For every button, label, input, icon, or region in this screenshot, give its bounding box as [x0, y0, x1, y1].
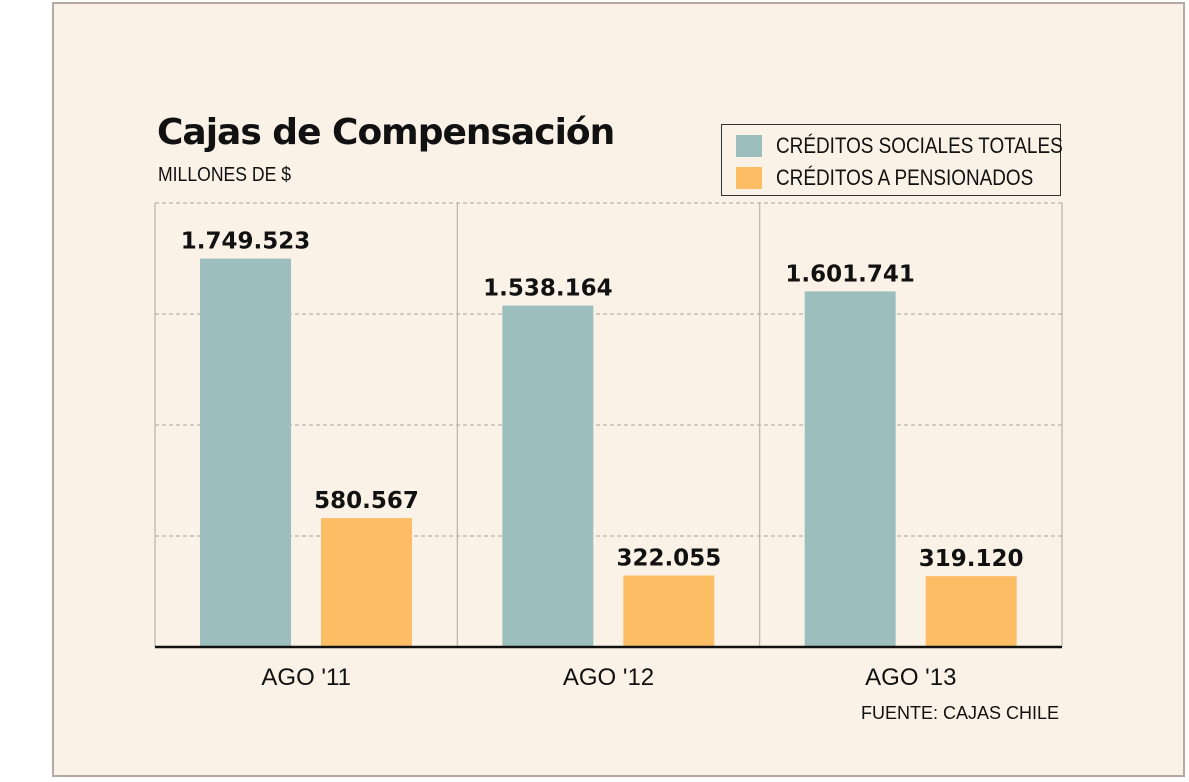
source-note: FUENTE: CAJAS CHILE: [860, 703, 1059, 723]
legend: CRÉDITOS SOCIALES TOTALES CRÉDITOS A PEN…: [721, 124, 1063, 196]
bar-pensionados: [321, 518, 412, 647]
bar-totales: [200, 258, 291, 647]
legend-swatch-pensionados: [736, 167, 762, 189]
legend-item-pensionados: CRÉDITOS A PENSIONADOS: [736, 165, 1075, 191]
bar-pensionados: [623, 575, 715, 647]
x-tick-label: AGO '12: [563, 664, 654, 691]
value-label: 319.120: [919, 546, 1024, 572]
bar-totales: [804, 291, 896, 647]
legend-item-totales: CRÉDITOS SOCIALES TOTALES: [736, 133, 1109, 159]
bar-pensionados: [925, 576, 1017, 647]
value-label: 1.601.741: [785, 261, 915, 287]
x-tick-label: AGO '13: [865, 664, 956, 691]
chart-subtitle: MILLONES DE $: [158, 164, 292, 186]
chart-title: Cajas de Compensación: [157, 112, 615, 153]
legend-label-pensionados: CRÉDITOS A PENSIONADOS: [776, 165, 1034, 190]
x-tick-label: AGO '11: [261, 664, 351, 691]
value-label: 1.749.523: [181, 229, 311, 255]
legend-label-totales: CRÉDITOS SOCIALES TOTALES: [776, 133, 1063, 158]
value-label: 580.567: [314, 488, 419, 514]
value-label: 322.055: [616, 546, 721, 572]
bar-totales: [502, 305, 594, 647]
value-label: 1.538.164: [483, 276, 613, 302]
legend-swatch-totales: [736, 135, 762, 157]
